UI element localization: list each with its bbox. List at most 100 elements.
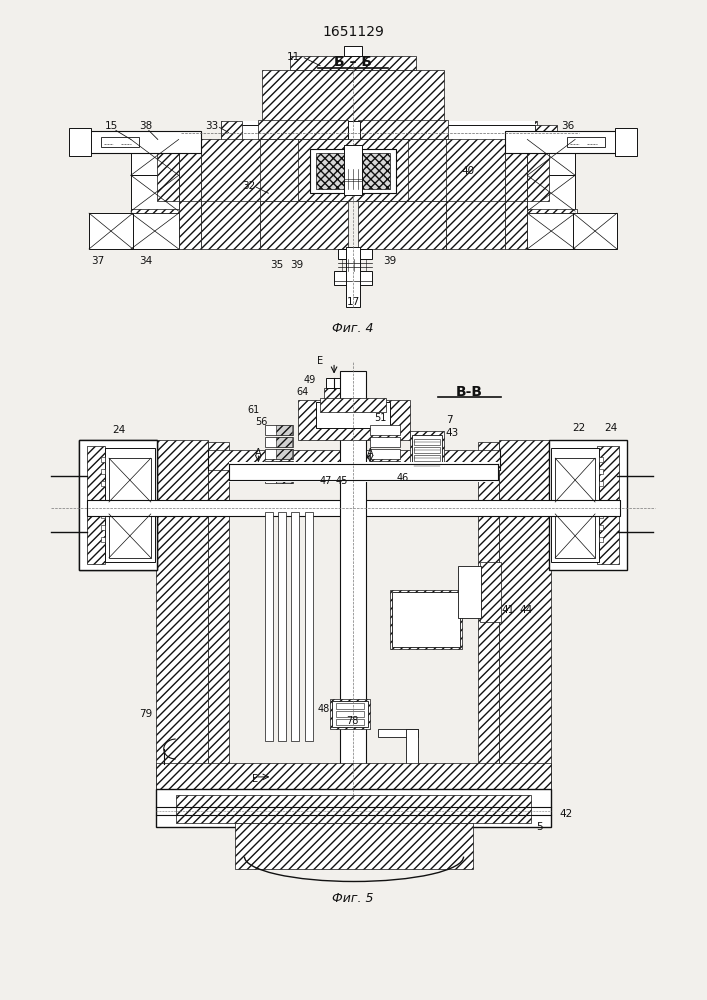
Bar	[176, 795, 531, 823]
Bar	[101, 137, 139, 147]
Bar	[79, 440, 157, 570]
Bar	[414, 455, 440, 461]
Bar	[336, 711, 364, 717]
Bar	[101, 525, 105, 530]
Bar	[101, 481, 105, 486]
Bar	[599, 481, 603, 486]
Bar	[230, 462, 498, 482]
Bar	[109, 514, 151, 558]
Text: А: А	[367, 448, 373, 458]
Bar	[223, 125, 535, 141]
Text: 45: 45	[336, 476, 349, 486]
Bar	[131, 209, 201, 213]
Bar	[599, 457, 603, 462]
Text: 61: 61	[247, 405, 259, 415]
Bar	[316, 153, 346, 189]
Text: 46: 46	[397, 473, 409, 483]
Text: 15: 15	[105, 121, 117, 131]
Text: 64: 64	[296, 387, 308, 397]
Text: 40: 40	[462, 166, 474, 176]
Bar	[479, 562, 501, 622]
Text: 43: 43	[445, 428, 459, 438]
Bar	[338, 249, 372, 259]
Bar	[477, 442, 499, 767]
Text: 35: 35	[269, 260, 283, 270]
Bar	[334, 271, 352, 285]
Text: А: А	[255, 448, 262, 458]
Bar	[506, 139, 527, 209]
Bar	[370, 449, 400, 459]
Bar	[573, 213, 617, 249]
Bar	[615, 128, 637, 156]
Bar	[599, 513, 603, 518]
Bar	[221, 121, 243, 145]
Text: 44: 44	[520, 605, 532, 615]
Bar	[310, 149, 396, 193]
Bar	[179, 139, 201, 209]
Text: 33: 33	[205, 121, 218, 131]
Bar	[527, 213, 575, 249]
Bar	[208, 450, 501, 470]
Bar	[156, 789, 551, 827]
Bar	[358, 201, 445, 249]
Bar	[276, 437, 292, 447]
Text: 42: 42	[559, 809, 573, 819]
Text: 1651129: 1651129	[322, 25, 384, 39]
Bar	[320, 398, 386, 412]
Text: 56: 56	[255, 417, 267, 427]
Bar	[156, 765, 551, 791]
Bar	[208, 442, 230, 767]
Bar	[157, 139, 179, 201]
Bar	[599, 469, 603, 474]
Bar	[330, 699, 370, 729]
Text: 39: 39	[291, 260, 304, 270]
Bar	[89, 131, 201, 153]
Bar	[298, 139, 408, 201]
Bar	[276, 449, 292, 459]
Bar	[291, 56, 416, 70]
Bar	[201, 139, 260, 209]
Bar	[156, 440, 208, 769]
Bar	[378, 729, 418, 737]
Bar	[348, 121, 360, 199]
Bar	[131, 213, 179, 249]
Bar	[506, 131, 617, 153]
Bar	[370, 437, 400, 447]
Bar	[326, 378, 342, 388]
Bar	[291, 512, 299, 741]
Bar	[370, 461, 400, 471]
Bar	[358, 139, 448, 201]
Bar	[87, 500, 620, 516]
Text: 22: 22	[573, 423, 585, 433]
Bar	[551, 448, 599, 562]
Text: Фиг. 5: Фиг. 5	[332, 892, 374, 905]
Bar	[265, 473, 293, 483]
Bar	[324, 388, 344, 400]
Bar	[599, 537, 603, 542]
Bar	[344, 46, 362, 56]
Bar	[276, 473, 292, 483]
Bar	[101, 457, 105, 462]
Bar	[265, 437, 293, 447]
Bar	[316, 402, 390, 428]
Text: 34: 34	[139, 256, 153, 266]
Bar	[179, 201, 201, 249]
Bar	[201, 201, 260, 249]
Bar	[305, 512, 313, 741]
Text: 79: 79	[139, 709, 153, 719]
Bar	[599, 525, 603, 530]
Text: 78: 78	[346, 716, 358, 726]
Bar	[276, 425, 292, 435]
Bar	[235, 823, 472, 869]
Bar	[445, 201, 506, 249]
Bar	[344, 145, 362, 195]
Bar	[555, 514, 595, 558]
Bar	[221, 121, 537, 145]
Bar	[527, 139, 549, 201]
Bar	[499, 440, 551, 769]
Bar	[276, 461, 292, 471]
Text: 51: 51	[374, 413, 386, 423]
Text: В-В: В-В	[456, 385, 483, 399]
Bar	[597, 446, 619, 564]
Bar	[105, 448, 155, 562]
